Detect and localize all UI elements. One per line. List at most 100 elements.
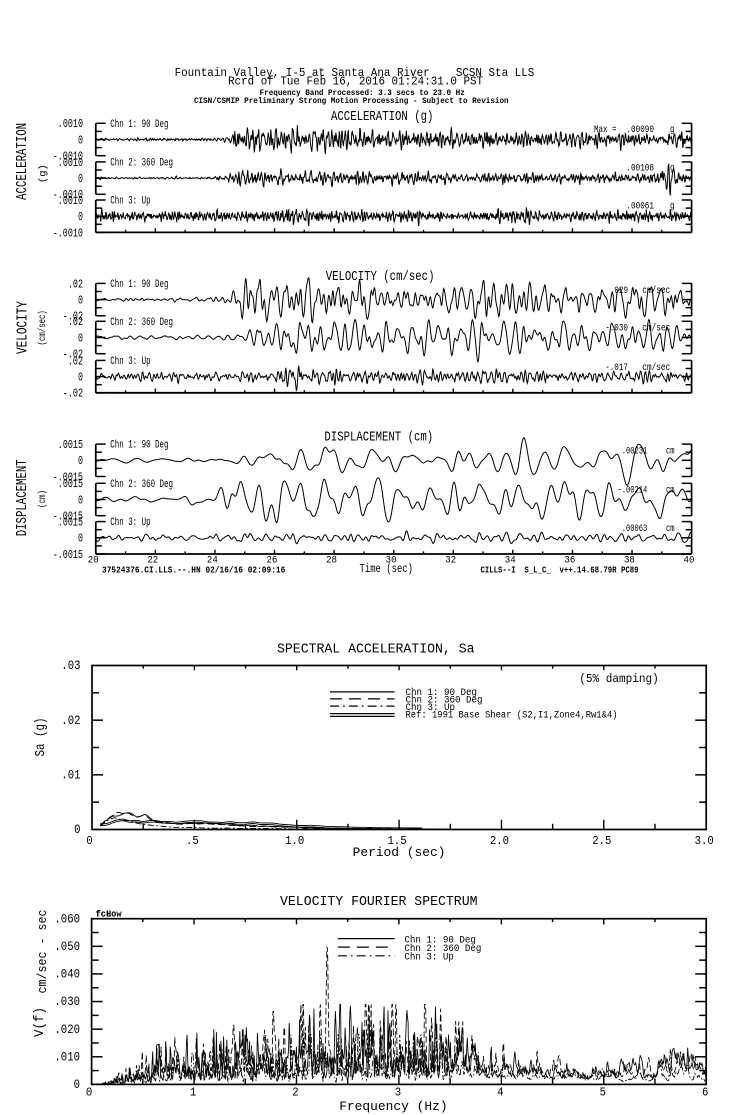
svg-text:.0015: .0015 bbox=[58, 438, 83, 452]
svg-text:.030: .030 bbox=[54, 995, 80, 1009]
svg-text:-.0015: -.0015 bbox=[53, 510, 83, 524]
svg-text:0: 0 bbox=[78, 210, 83, 224]
svg-text:.02: .02 bbox=[68, 354, 83, 368]
svg-text:cm/sec: cm/sec bbox=[642, 285, 670, 297]
svg-text:DISPLACEMENT (cm): DISPLACEMENT (cm) bbox=[324, 431, 433, 446]
svg-text:.03: .03 bbox=[61, 659, 80, 673]
svg-text:Chn 1: 90 Deg: Chn 1: 90 Deg bbox=[110, 279, 168, 291]
svg-text:fcLow: fcLow bbox=[96, 909, 123, 919]
svg-text:0: 0 bbox=[78, 454, 83, 468]
svg-text:.010: .010 bbox=[54, 1050, 80, 1064]
svg-text:-.0010: -.0010 bbox=[53, 150, 83, 164]
svg-text:3: 3 bbox=[395, 1086, 401, 1100]
svg-text:-.0010: -.0010 bbox=[53, 188, 83, 202]
svg-text:0: 0 bbox=[86, 1086, 92, 1100]
svg-text:.00090: .00090 bbox=[626, 124, 654, 136]
svg-text:Chn 3: Up: Chn 3: Up bbox=[406, 702, 456, 714]
svg-text:0: 0 bbox=[78, 294, 83, 308]
svg-text:VELOCITY: VELOCITY bbox=[15, 301, 32, 354]
svg-text:g: g bbox=[670, 163, 675, 175]
svg-text:g: g bbox=[670, 124, 675, 136]
svg-text:Chn 3: Up: Chn 3: Up bbox=[110, 196, 150, 208]
svg-text:.0015: .0015 bbox=[58, 477, 83, 491]
svg-text:(cm/sec): (cm/sec) bbox=[37, 310, 49, 345]
svg-text:cm: cm bbox=[666, 485, 675, 497]
svg-text:-.02: -.02 bbox=[63, 348, 83, 362]
svg-text:.060: .060 bbox=[54, 912, 80, 926]
svg-text:Fountain Valley, I-5 at Santa: Fountain Valley, I-5 at Santa Ana River … bbox=[175, 67, 535, 80]
svg-text:-.02: -.02 bbox=[63, 387, 83, 401]
svg-text:0: 0 bbox=[74, 823, 80, 837]
svg-text:cm/sec: cm/sec bbox=[642, 362, 670, 374]
svg-text:Chn 1: 90 Deg: Chn 1: 90 Deg bbox=[404, 934, 476, 946]
svg-text:Chn 1: 90 Deg: Chn 1: 90 Deg bbox=[406, 687, 478, 699]
svg-text:38: 38 bbox=[624, 554, 635, 566]
svg-text:-.017: -.017 bbox=[605, 362, 628, 374]
svg-text:Chn 2: 360 Deg: Chn 2: 360 Deg bbox=[110, 157, 173, 169]
svg-text:g: g bbox=[670, 201, 675, 213]
svg-text:.00108: .00108 bbox=[626, 163, 654, 175]
svg-text:.0010: .0010 bbox=[58, 156, 83, 170]
svg-text:cm: cm bbox=[666, 446, 675, 458]
svg-text:Chn 2: 360 Deg: Chn 2: 360 Deg bbox=[110, 317, 173, 329]
svg-text:24: 24 bbox=[207, 554, 218, 566]
svg-text:cm/sec - sec: cm/sec - sec bbox=[35, 910, 50, 994]
svg-text:1.5: 1.5 bbox=[388, 834, 407, 848]
svg-text:.02: .02 bbox=[68, 315, 83, 329]
svg-text:.029: .029 bbox=[610, 285, 628, 297]
svg-text:2.0: 2.0 bbox=[490, 834, 509, 848]
svg-text:cm/sec: cm/sec bbox=[642, 323, 670, 335]
svg-text:ACCELERATION: ACCELERATION bbox=[14, 123, 31, 200]
svg-text:34: 34 bbox=[505, 554, 516, 566]
svg-text:Chn 2: 360 Deg: Chn 2: 360 Deg bbox=[110, 479, 173, 491]
svg-text:1: 1 bbox=[190, 1086, 196, 1100]
svg-text:V(f): V(f) bbox=[32, 1007, 48, 1037]
svg-text:Period (sec): Period (sec) bbox=[353, 845, 446, 860]
svg-text:Max =: Max = bbox=[594, 124, 617, 136]
svg-text:.01: .01 bbox=[61, 768, 80, 782]
svg-text:0: 0 bbox=[78, 532, 83, 546]
svg-text:30: 30 bbox=[386, 554, 397, 566]
svg-text:22: 22 bbox=[147, 554, 158, 566]
svg-text:0: 0 bbox=[78, 371, 83, 385]
svg-text:1.0: 1.0 bbox=[285, 834, 304, 848]
svg-text:36: 36 bbox=[564, 554, 575, 566]
svg-text:0: 0 bbox=[78, 331, 83, 345]
svg-text:.040: .040 bbox=[54, 968, 80, 982]
svg-text:Chn 3: Up: Chn 3: Up bbox=[110, 356, 150, 368]
svg-text:.050: .050 bbox=[54, 940, 80, 954]
svg-text:.02: .02 bbox=[61, 714, 80, 728]
svg-text:-.0015: -.0015 bbox=[53, 470, 83, 484]
svg-text:0: 0 bbox=[74, 1078, 80, 1092]
svg-text:-.0010: -.0010 bbox=[53, 226, 83, 240]
svg-text:VELOCITY FOURIER SPECTRUM: VELOCITY FOURIER SPECTRUM bbox=[280, 894, 478, 910]
svg-text:-.0015: -.0015 bbox=[53, 548, 83, 562]
svg-text:3.0: 3.0 bbox=[695, 834, 714, 848]
svg-text:20: 20 bbox=[88, 554, 99, 566]
svg-text:Sa (g): Sa (g) bbox=[33, 718, 49, 757]
svg-text:(g): (g) bbox=[38, 164, 50, 183]
svg-text:0: 0 bbox=[78, 493, 83, 507]
svg-text:Frequency Band Processed: 3.3: Frequency Band Processed: 3.3 secs to 23… bbox=[260, 88, 465, 98]
svg-text:6: 6 bbox=[702, 1086, 708, 1100]
svg-text:37524376.CI.LLS.--.HN 02/16/16: 37524376.CI.LLS.--.HN 02/16/16 02:09:16 bbox=[102, 564, 286, 575]
svg-text:5: 5 bbox=[600, 1086, 606, 1100]
svg-text:0: 0 bbox=[78, 172, 83, 186]
svg-text:.00061: .00061 bbox=[626, 201, 654, 213]
svg-text:Frequency (Hz): Frequency (Hz) bbox=[339, 1099, 447, 1114]
svg-text:Ref: 1991 Base Shear (S2,I1,Zo: Ref: 1991 Base Shear (S2,I1,Zone4,Rw1&4) bbox=[406, 710, 618, 722]
svg-text:CISN/CSMIP Preliminary Strong: CISN/CSMIP Preliminary Strong Motion Pro… bbox=[194, 96, 509, 106]
svg-text:0: 0 bbox=[86, 834, 92, 848]
svg-text:DISPLACEMENT: DISPLACEMENT bbox=[14, 459, 31, 536]
svg-text:2.5: 2.5 bbox=[592, 834, 611, 848]
svg-text:2: 2 bbox=[292, 1086, 298, 1100]
svg-text:26: 26 bbox=[266, 554, 277, 566]
svg-text:.0010: .0010 bbox=[58, 117, 83, 131]
svg-text:40: 40 bbox=[684, 554, 695, 566]
svg-text:fcH: fcH bbox=[96, 909, 112, 919]
svg-text:CILLS--I S_L_C_ v++.14.68.79: CILLS--I S_L_C_ v++.14.68.79R PC89 bbox=[481, 564, 639, 575]
svg-text:(cm): (cm) bbox=[37, 490, 49, 508]
svg-text:Chn 2: 360 Deg: Chn 2: 360 Deg bbox=[406, 695, 483, 707]
svg-text:.0015: .0015 bbox=[58, 516, 83, 530]
svg-text:Rcrd of Tue Feb 16, 2016 01:24: Rcrd of Tue Feb 16, 2016 01:24:31.0 PST bbox=[228, 76, 483, 89]
